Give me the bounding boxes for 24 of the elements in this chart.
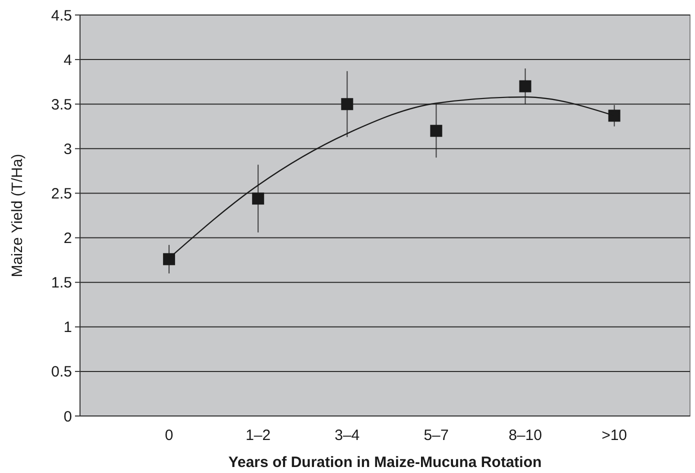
y-tick-label: 0: [64, 408, 72, 426]
y-axis-title: Maize Yield (T/Ha): [9, 154, 26, 278]
point: [252, 192, 264, 205]
point: [608, 110, 620, 122]
y-tick-label: 4.5: [51, 7, 72, 24]
y-tick-label: 3: [64, 140, 72, 158]
point: [430, 124, 442, 137]
x-tick-label: 8–10: [508, 427, 542, 444]
y-tick-label: 1: [64, 319, 72, 336]
point: [341, 98, 354, 110]
y-tick-label: 4: [64, 52, 72, 69]
y-tick-label: 2.5: [51, 185, 72, 202]
x-tick-label: >10: [602, 427, 628, 444]
x-axis-title: Years of Duration in Maize-Mucuna Rotation: [228, 454, 542, 471]
y-tick-label: 0.5: [51, 364, 72, 381]
x-tick-label: 0: [164, 427, 174, 444]
point: [519, 80, 532, 92]
x-tick-label: 3–4: [334, 427, 360, 444]
y-tick-label: 3.5: [51, 96, 72, 114]
x-tick-label: 5–7: [424, 427, 449, 444]
point: [163, 253, 176, 266]
y-tick-label: 1.5: [51, 274, 72, 292]
x-tick-label: 1–2: [246, 427, 271, 444]
y-tick-label: 2: [64, 230, 72, 248]
